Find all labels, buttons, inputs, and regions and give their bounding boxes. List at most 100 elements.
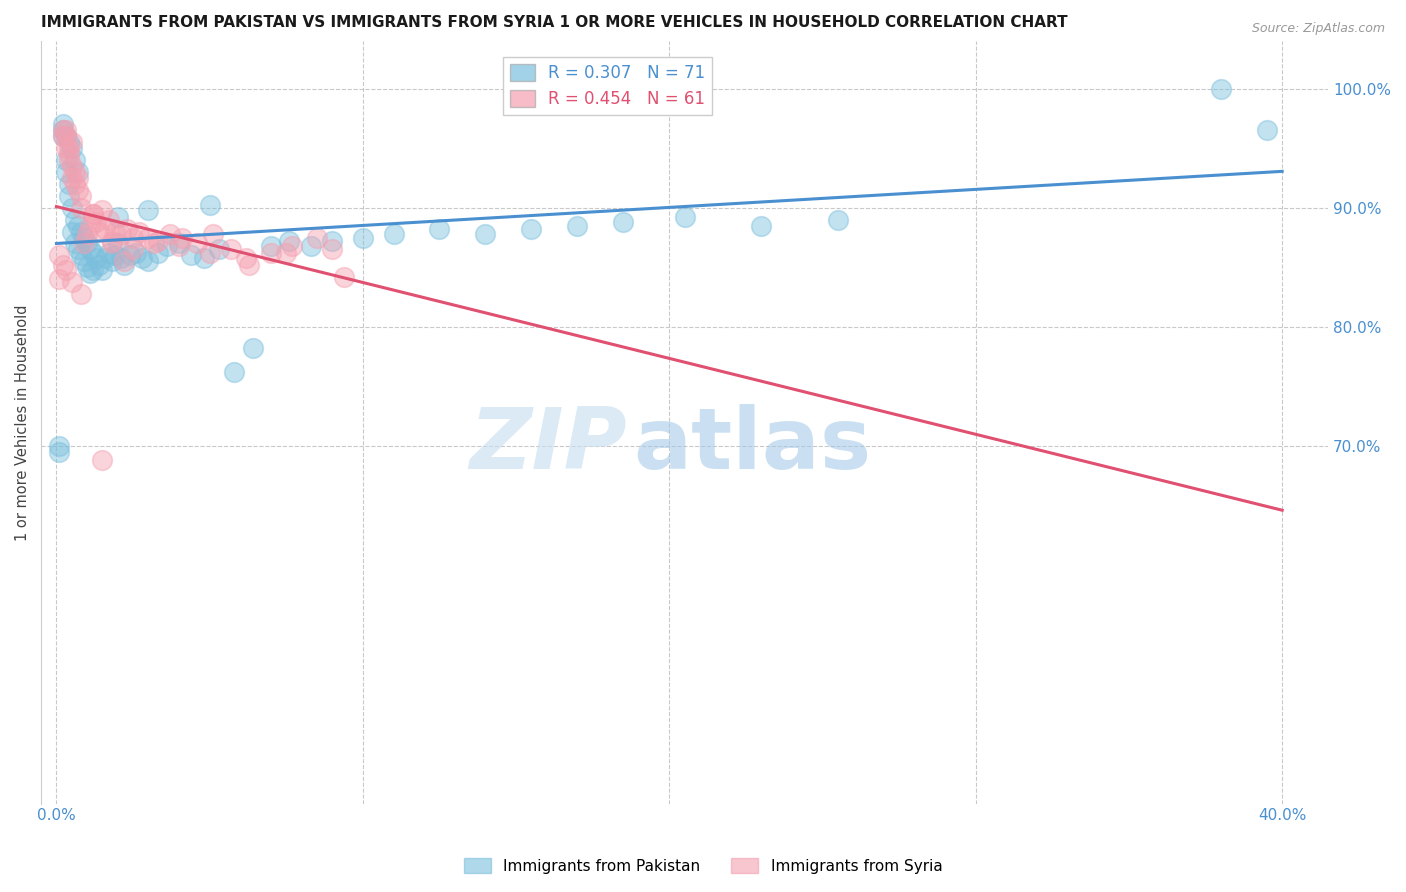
Text: IMMIGRANTS FROM PAKISTAN VS IMMIGRANTS FROM SYRIA 1 OR MORE VEHICLES IN HOUSEHOL: IMMIGRANTS FROM PAKISTAN VS IMMIGRANTS F… [41, 15, 1067, 30]
Point [305, 230, 328, 244]
Point [94, 222, 117, 236]
Point [73, 254, 96, 268]
Point [70, 286, 93, 301]
Point [260, 246, 283, 260]
Point [76, 260, 98, 275]
Point [167, 239, 190, 253]
Point [66, 183, 89, 197]
Point [138, 203, 160, 218]
Point [76, 227, 98, 241]
Point [60, 275, 83, 289]
Point [100, 236, 122, 251]
Point [131, 251, 153, 265]
Point [1256, 123, 1278, 137]
Point [55, 141, 77, 155]
Point [58, 135, 80, 149]
Point [125, 246, 148, 260]
Point [70, 248, 93, 262]
Point [70, 189, 93, 203]
Point [63, 177, 86, 191]
Y-axis label: 1 or more Vehicles in Household: 1 or more Vehicles in Household [15, 304, 30, 541]
Point [138, 254, 160, 268]
Point [138, 230, 160, 244]
Point [76, 236, 98, 251]
Point [51, 123, 73, 137]
Point [58, 189, 80, 203]
Point [100, 234, 122, 248]
Point [79, 219, 101, 233]
Point [55, 129, 77, 144]
Point [352, 230, 374, 244]
Point [58, 153, 80, 167]
Point [73, 230, 96, 244]
Point [276, 246, 298, 260]
Point [201, 227, 224, 241]
Legend: Immigrants from Pakistan, Immigrants from Syria: Immigrants from Pakistan, Immigrants fro… [457, 852, 949, 880]
Point [84, 251, 107, 265]
Point [159, 227, 181, 241]
Point [89, 225, 111, 239]
Point [107, 236, 129, 251]
Point [91, 262, 114, 277]
Point [48, 445, 70, 459]
Point [82, 207, 104, 221]
Point [66, 243, 89, 257]
Legend: R = 0.307   N = 71, R = 0.454   N = 61: R = 0.307 N = 71, R = 0.454 N = 61 [503, 57, 711, 115]
Point [73, 236, 96, 251]
Point [104, 248, 127, 262]
Point [242, 342, 264, 356]
Point [827, 212, 849, 227]
Point [79, 243, 101, 257]
Point [58, 147, 80, 161]
Point [122, 230, 145, 244]
Point [60, 141, 83, 155]
Point [128, 225, 150, 239]
Point [48, 248, 70, 262]
Point [673, 211, 696, 225]
Point [55, 123, 77, 137]
Point [55, 153, 77, 167]
Point [198, 198, 221, 212]
Point [66, 170, 89, 185]
Point [63, 153, 86, 167]
Point [60, 170, 83, 185]
Point [51, 258, 73, 272]
Point [82, 246, 104, 260]
Point [281, 239, 304, 253]
Point [63, 165, 86, 179]
Point [60, 159, 83, 173]
Point [299, 239, 322, 253]
Text: ZIP: ZIP [470, 404, 627, 487]
Point [219, 243, 242, 257]
Point [143, 236, 166, 251]
Point [146, 234, 169, 248]
Point [198, 246, 221, 260]
Point [63, 212, 86, 227]
Point [110, 251, 132, 265]
Point [321, 243, 343, 257]
Point [94, 251, 117, 265]
Point [58, 177, 80, 191]
Point [474, 227, 496, 241]
Point [82, 207, 104, 221]
Point [112, 258, 135, 272]
Point [97, 246, 120, 260]
Point [321, 234, 343, 248]
Point [235, 251, 257, 265]
Point [60, 201, 83, 215]
Point [51, 117, 73, 131]
Point [91, 203, 114, 218]
Text: atlas: atlas [633, 404, 872, 487]
Point [146, 246, 169, 260]
Point [115, 222, 138, 236]
Point [51, 129, 73, 144]
Point [51, 123, 73, 137]
Point [110, 227, 132, 241]
Point [567, 219, 589, 233]
Point [97, 212, 120, 227]
Point [70, 225, 93, 239]
Point [91, 453, 114, 467]
Point [48, 439, 70, 453]
Point [170, 230, 193, 244]
Point [60, 225, 83, 239]
